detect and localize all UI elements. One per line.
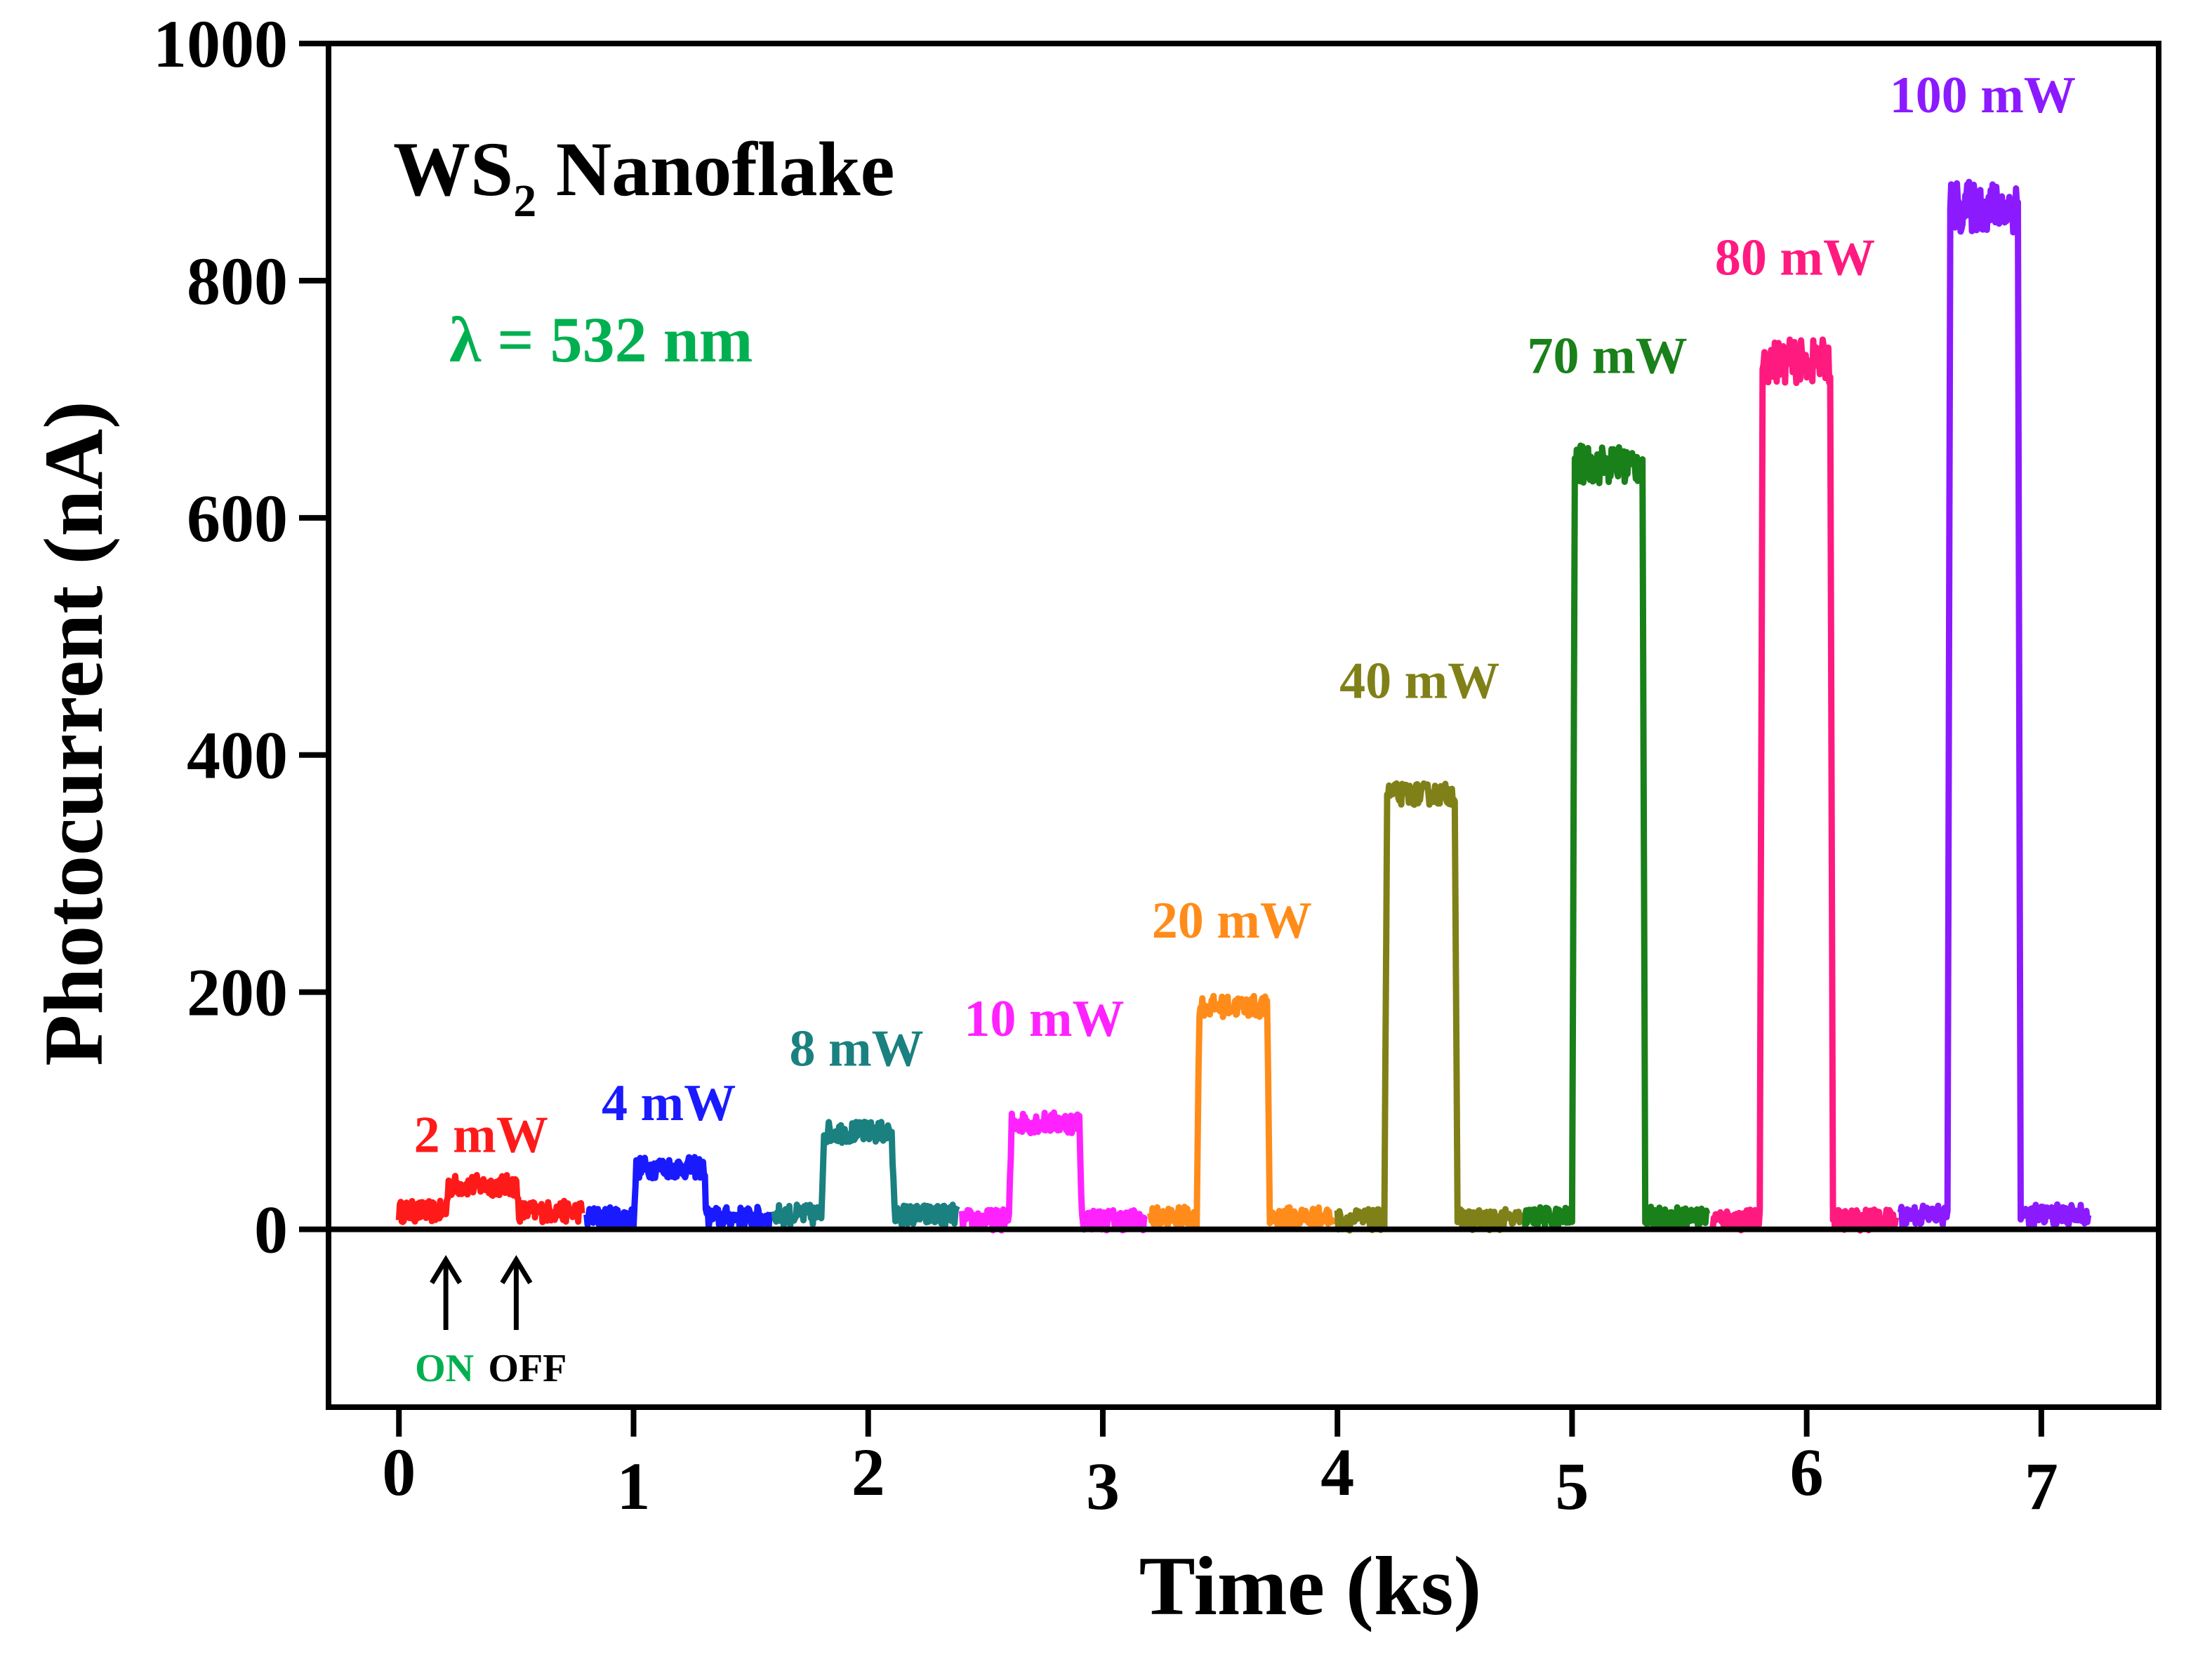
y-tick-label: 600 bbox=[187, 481, 288, 556]
y-tick-label: 400 bbox=[187, 718, 288, 793]
series-label: 40 mW bbox=[1339, 653, 1499, 710]
trace-4-mw bbox=[583, 1154, 773, 1232]
trace-2-mw bbox=[395, 1171, 585, 1225]
x-tick-label: 5 bbox=[1555, 1449, 1589, 1524]
y-tick-label: 1000 bbox=[153, 6, 288, 81]
series-label: 20 mW bbox=[1152, 892, 1312, 950]
trace-20-mw bbox=[1146, 992, 1336, 1232]
x-tick-label: 3 bbox=[1086, 1449, 1120, 1524]
series-label: 4 mW bbox=[602, 1074, 736, 1132]
chart-title: WS2 Nanoflake bbox=[393, 126, 895, 227]
y-tick-label: 800 bbox=[187, 244, 288, 319]
series-label: 80 mW bbox=[1715, 229, 1875, 286]
series-label: 100 mW bbox=[1890, 67, 2076, 124]
off-arrow-head bbox=[500, 1255, 533, 1284]
x-axis-title: Time (ks) bbox=[1139, 1539, 1482, 1632]
trace-80-mw bbox=[1709, 336, 1900, 1234]
y-tick-label: 0 bbox=[254, 1192, 288, 1267]
axes-layer: 0 1 2 3 4 5 6 7 0 200 400 600 800 1000 bbox=[153, 6, 2161, 1524]
plot-frame bbox=[326, 41, 2161, 1410]
wavelength-label: λ = 532 nm bbox=[449, 304, 753, 375]
on-label: ON bbox=[415, 1347, 474, 1390]
x-tick-label: 1 bbox=[617, 1449, 651, 1524]
trace-100-mw bbox=[1897, 178, 2092, 1229]
x-tick-label: 0 bbox=[382, 1435, 416, 1510]
series-label: 2 mW bbox=[414, 1107, 548, 1164]
series-label: 70 mW bbox=[1527, 328, 1687, 385]
x-tick-label: 4 bbox=[1320, 1435, 1354, 1510]
off-label: OFF bbox=[488, 1347, 567, 1390]
y-tick-label: 200 bbox=[187, 955, 288, 1030]
x-tick-label: 7 bbox=[2025, 1449, 2058, 1524]
x-tick-label: 2 bbox=[852, 1435, 885, 1510]
trace-70-mw bbox=[1522, 442, 1711, 1232]
series-label: 10 mW bbox=[964, 990, 1124, 1048]
traces-layer bbox=[395, 178, 2092, 1234]
series-label: 8 mW bbox=[789, 1020, 923, 1077]
trace-8-mw bbox=[771, 1119, 960, 1229]
x-tick-label: 6 bbox=[1790, 1435, 1824, 1510]
on-arrow-head bbox=[430, 1255, 463, 1284]
trace-40-mw bbox=[1334, 780, 1524, 1234]
y-axis-title: Photocurrent (nA) bbox=[27, 401, 120, 1066]
